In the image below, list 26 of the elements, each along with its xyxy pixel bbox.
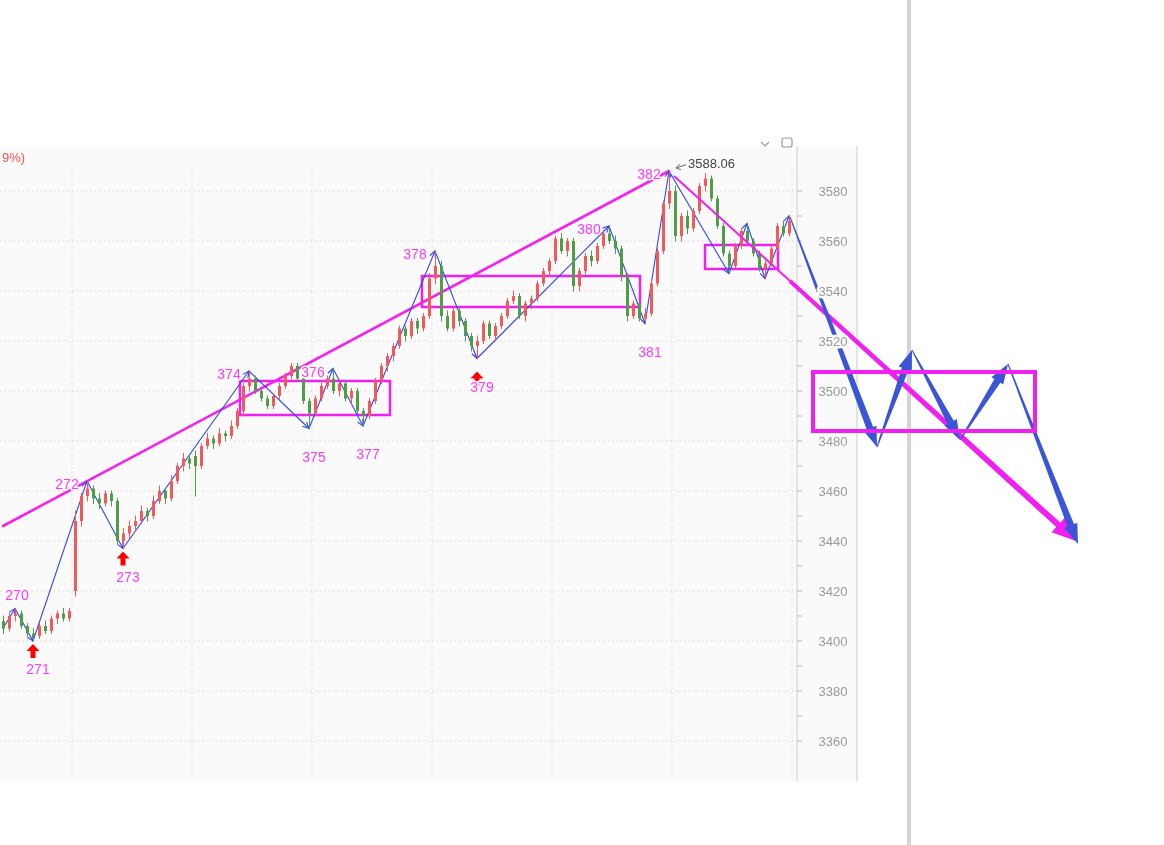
annotation: 378	[403, 246, 427, 262]
annotation: 271	[26, 661, 50, 677]
annotation: 3588.06	[688, 155, 735, 171]
annotation: 382	[637, 166, 661, 182]
y-tick-label: 3480	[818, 433, 848, 449]
annotation: 380	[577, 221, 601, 237]
annotation: 381	[638, 343, 662, 360]
annotation: 270	[5, 586, 29, 603]
y-tick-label: 3440	[818, 533, 848, 549]
annotation: 9%)	[2, 149, 26, 165]
y-tick-label: 3580	[818, 183, 848, 199]
y-tick-label: 3560	[818, 233, 848, 249]
annotation: 374	[217, 366, 241, 382]
annotation: 273	[116, 568, 140, 585]
y-tick-label: 3540	[818, 283, 848, 299]
y-tick-label: 3400	[818, 633, 848, 649]
annotation: 379	[470, 378, 494, 395]
y-tick-label: 3360	[818, 733, 848, 749]
y-tick-label: 3380	[818, 683, 848, 699]
annotation: 375	[302, 448, 326, 465]
annotation: 377	[356, 446, 380, 462]
y-tick-label: 3500	[818, 383, 848, 399]
annotation: 272	[55, 476, 79, 492]
annotation: 376	[301, 363, 325, 380]
y-tick-label: 3460	[818, 483, 848, 499]
y-tick-label: 3420	[818, 583, 848, 599]
